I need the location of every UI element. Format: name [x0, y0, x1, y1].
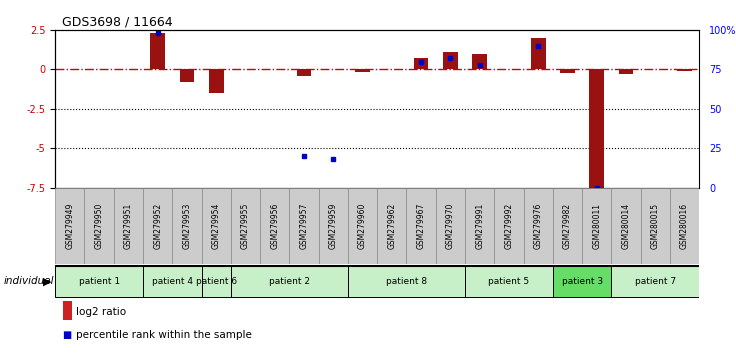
Text: patient 4: patient 4: [152, 277, 193, 286]
Text: GSM279976: GSM279976: [534, 202, 542, 249]
Bar: [406, 188, 436, 264]
Bar: [114, 188, 143, 264]
Text: GSM279982: GSM279982: [563, 202, 572, 249]
Bar: [640, 188, 670, 264]
FancyBboxPatch shape: [231, 266, 348, 297]
Text: patient 3: patient 3: [562, 277, 603, 286]
Bar: [670, 188, 699, 264]
Bar: [55, 188, 85, 264]
Text: GSM279953: GSM279953: [183, 202, 191, 249]
Bar: [289, 188, 319, 264]
Text: GSM279949: GSM279949: [66, 202, 74, 249]
Text: GSM279992: GSM279992: [504, 202, 514, 249]
Bar: [414, 58, 428, 69]
Text: patient 1: patient 1: [79, 277, 120, 286]
FancyBboxPatch shape: [465, 266, 553, 297]
Bar: [473, 54, 487, 69]
Bar: [436, 188, 465, 264]
FancyBboxPatch shape: [553, 266, 612, 297]
Text: GSM279967: GSM279967: [417, 202, 425, 249]
Text: log2 ratio: log2 ratio: [76, 307, 126, 316]
FancyBboxPatch shape: [202, 266, 231, 297]
Bar: [143, 188, 172, 264]
Text: GDS3698 / 11664: GDS3698 / 11664: [62, 16, 172, 29]
Text: percentile rank within the sample: percentile rank within the sample: [76, 330, 252, 339]
Bar: [85, 188, 114, 264]
Text: GSM279970: GSM279970: [446, 202, 455, 249]
Bar: [319, 188, 348, 264]
Text: patient 5: patient 5: [489, 277, 529, 286]
Bar: [348, 188, 377, 264]
Bar: [355, 69, 370, 72]
Bar: [231, 188, 260, 264]
FancyBboxPatch shape: [143, 266, 202, 297]
Bar: [150, 33, 165, 69]
Bar: [180, 69, 194, 82]
Bar: [590, 69, 604, 188]
Bar: [612, 188, 640, 264]
Bar: [443, 52, 458, 69]
FancyBboxPatch shape: [348, 266, 465, 297]
Text: patient 8: patient 8: [386, 277, 427, 286]
FancyBboxPatch shape: [55, 266, 143, 297]
Text: ■: ■: [63, 330, 72, 339]
Bar: [172, 188, 202, 264]
Text: GSM279950: GSM279950: [95, 202, 104, 249]
Text: GSM280011: GSM280011: [592, 203, 601, 249]
Text: GSM279954: GSM279954: [212, 202, 221, 249]
Text: patient 2: patient 2: [269, 277, 310, 286]
Text: GSM280016: GSM280016: [680, 202, 689, 249]
Bar: [495, 188, 523, 264]
Text: GSM279959: GSM279959: [329, 202, 338, 249]
Text: GSM279991: GSM279991: [475, 202, 484, 249]
Text: GSM279960: GSM279960: [358, 202, 367, 249]
Bar: [553, 188, 582, 264]
Text: GSM279955: GSM279955: [241, 202, 250, 249]
Text: patient 6: patient 6: [196, 277, 237, 286]
Bar: [377, 188, 406, 264]
Text: GSM279951: GSM279951: [124, 202, 133, 249]
Bar: [677, 69, 692, 71]
Text: GSM279962: GSM279962: [387, 202, 397, 249]
Bar: [531, 38, 545, 69]
Text: GSM279957: GSM279957: [300, 202, 308, 249]
Bar: [209, 69, 224, 93]
Bar: [260, 188, 289, 264]
Bar: [465, 188, 495, 264]
Text: GSM279956: GSM279956: [270, 202, 279, 249]
Bar: [582, 188, 612, 264]
Bar: [523, 188, 553, 264]
Bar: [297, 69, 311, 76]
Bar: [560, 69, 575, 73]
Text: GSM280015: GSM280015: [651, 202, 659, 249]
Text: GSM279952: GSM279952: [153, 202, 162, 249]
Text: individual: individual: [4, 276, 54, 286]
Bar: [202, 188, 231, 264]
Text: GSM280014: GSM280014: [621, 202, 631, 249]
Text: ▶: ▶: [43, 276, 52, 286]
FancyBboxPatch shape: [612, 266, 699, 297]
Bar: [619, 69, 634, 74]
Text: patient 7: patient 7: [634, 277, 676, 286]
